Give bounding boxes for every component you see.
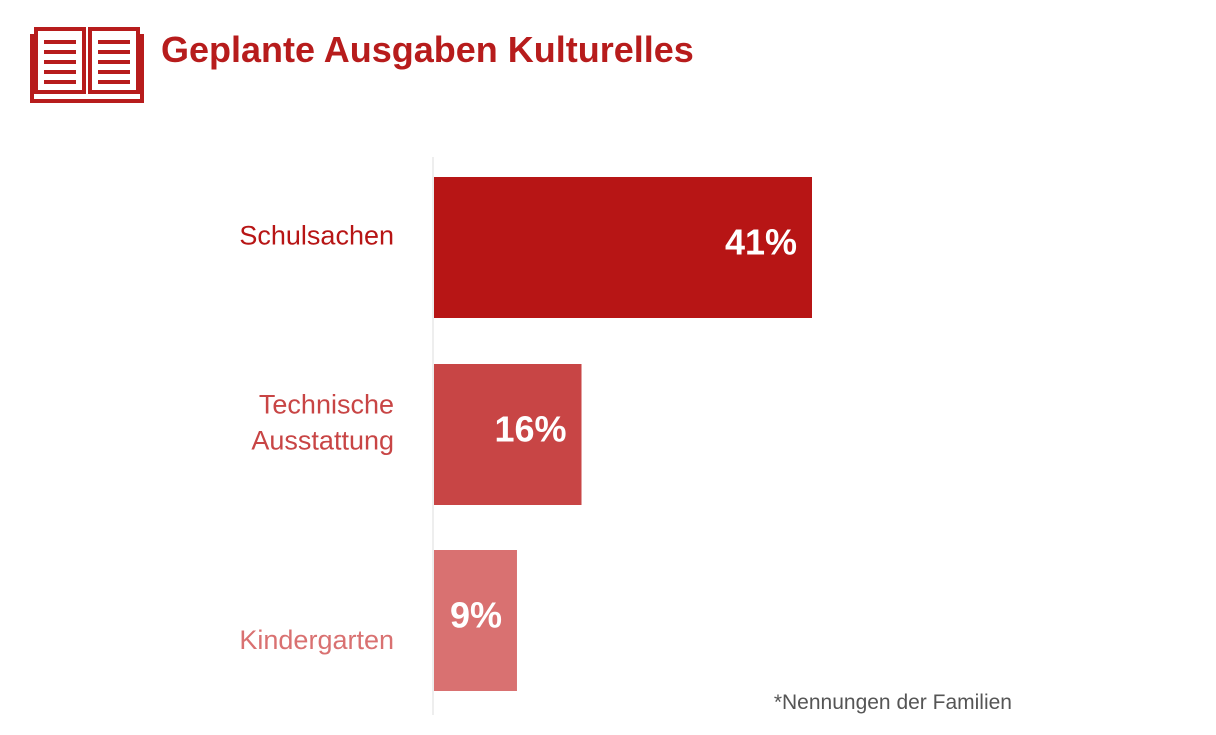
bar-2 xyxy=(434,364,582,505)
category-label: Technische Ausstattung xyxy=(251,390,394,456)
open-book-icon xyxy=(30,27,144,103)
category-label: Kindergarten xyxy=(239,625,394,655)
bar-value-label: 41% xyxy=(725,222,797,263)
footnote: *Nennungen der Familien xyxy=(773,691,1012,714)
bar-value-label: 9% xyxy=(450,595,502,636)
bar-3 xyxy=(434,550,517,691)
chart-header: Geplante Ausgaben Kulturelles xyxy=(30,22,1130,104)
page-title: Geplante Ausgaben Kulturelles xyxy=(161,29,694,70)
bar-value-label: 16% xyxy=(494,409,566,450)
bar-1 xyxy=(434,177,812,318)
category-label: Schulsachen xyxy=(239,221,394,251)
